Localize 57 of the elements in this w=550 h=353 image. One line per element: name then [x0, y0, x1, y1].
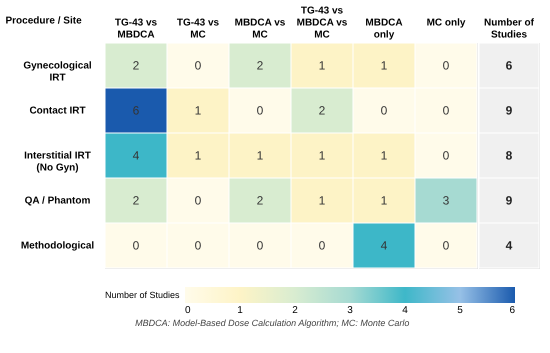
- data-label: 1: [380, 148, 388, 162]
- color-bar-label: 6: [509, 305, 516, 316]
- color-bar-label: 0: [185, 305, 191, 316]
- color-bar-label: 5: [457, 305, 464, 316]
- data-label: 0: [256, 238, 264, 252]
- data-label: 3: [442, 194, 450, 208]
- y2-tick-label: 9: [506, 104, 513, 118]
- data-label: 1: [194, 148, 202, 162]
- data-label: 1: [380, 58, 388, 72]
- data-label: 1: [194, 104, 202, 118]
- x-tick-label: TG-43 vs MC: [176, 18, 220, 40]
- data-label: 2: [132, 194, 140, 208]
- x-tick-label: TG-43 vs MBDCA: [114, 18, 158, 40]
- data-label: 2: [256, 58, 264, 72]
- y-tick-label: Interstitial IRT (No Gyn): [24, 150, 91, 174]
- x-tick-label: MBDCA vs MC: [234, 18, 286, 40]
- y-tick-label: QA / Phantom: [24, 196, 90, 206]
- data-label: 0: [442, 148, 450, 162]
- y2-axis-title: Number of Studies: [484, 18, 535, 40]
- data-label: 0: [132, 238, 140, 252]
- data-label: 0: [318, 238, 326, 252]
- data-label: 1: [380, 194, 388, 208]
- y-axis-title: Procedure / Site: [6, 16, 82, 26]
- data-label: 2: [318, 104, 326, 118]
- y2-tick-label: 8: [506, 148, 513, 162]
- y-tick-label: Contact IRT: [29, 106, 86, 116]
- text: MBDCA: Model-Based Dose Calculation Algorithm; MC: Monte Carlo: [135, 318, 410, 328]
- data-label: 0: [380, 104, 388, 118]
- data-label: 0: [442, 104, 450, 118]
- data-label: 0: [442, 58, 450, 72]
- data-label: 0: [194, 58, 202, 72]
- data-label: 1: [318, 148, 326, 162]
- data-label: 6: [132, 104, 140, 118]
- x-tick-label: MBDCA only: [365, 18, 403, 40]
- color-bar-label: 2: [292, 305, 298, 316]
- color-bar-label: 1: [237, 305, 244, 316]
- data-label: 0: [442, 238, 450, 252]
- color-bar-label: 4: [402, 305, 408, 316]
- x-tick-label: TG-43 vs MBDCA vs MC: [296, 6, 348, 40]
- data-label: 4: [380, 238, 388, 252]
- y-tick-label: Gynecological IRT: [23, 60, 92, 84]
- color-bar-title: Number of Studies: [105, 290, 180, 300]
- y2-tick-label: 4: [506, 238, 513, 252]
- data-label: 0: [194, 238, 202, 252]
- data-label: 0: [256, 104, 264, 118]
- color-bar-label: 3: [347, 305, 354, 316]
- x-tick-label: MC only: [426, 18, 466, 28]
- data-label: 4: [132, 148, 140, 162]
- data-label: 1: [318, 58, 326, 72]
- data-label: 0: [194, 194, 202, 208]
- y2-tick-label: 6: [506, 58, 513, 72]
- y2-tick-label: 9: [506, 194, 513, 208]
- data-label: 1: [256, 148, 264, 162]
- data-label: 2: [132, 58, 140, 72]
- data-label: 2: [256, 194, 264, 208]
- data-label: 1: [318, 194, 326, 208]
- y-tick-label: Methodological: [20, 240, 94, 252]
